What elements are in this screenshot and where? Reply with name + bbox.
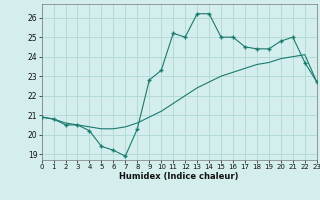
X-axis label: Humidex (Indice chaleur): Humidex (Indice chaleur) [119,172,239,181]
